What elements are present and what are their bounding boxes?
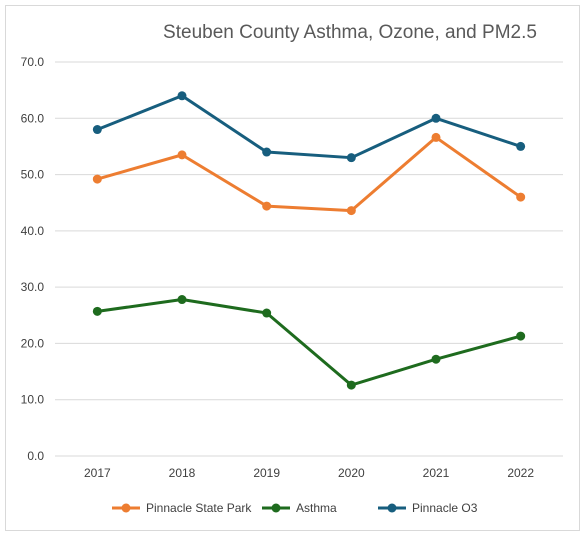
data-point [346,380,356,390]
y-tick-label: 40.0 [21,224,45,238]
data-point [92,125,102,135]
y-tick-label: 0.0 [27,449,44,463]
legend: Pinnacle State Park Asthma Pinnacle O3 [112,501,478,515]
legend-swatch-marker [387,503,397,513]
data-point [262,201,272,211]
series-line [95,135,523,213]
data-point [262,147,272,157]
legend-item: Pinnacle State Park [112,501,252,515]
series-lines [92,91,526,390]
legend-item: Pinnacle O3 [378,501,478,515]
y-tick-label: 50.0 [21,168,45,182]
data-point [177,91,187,101]
legend-label: Pinnacle State Park [146,501,252,515]
series-pinnacle-state-park [92,132,526,216]
series-line [95,298,523,387]
chart-title: Steuben County Asthma, Ozone, and PM2.5 [163,22,537,43]
x-tick-label: 2020 [338,466,365,480]
legend-item: Asthma [262,501,337,515]
legend-swatch-marker [271,503,281,513]
x-axis-tick-labels: 2017 2018 2019 2020 2021 2022 [84,466,534,480]
legend-swatch-marker [121,503,131,513]
data-point [92,306,102,316]
y-tick-label: 70.0 [21,55,45,69]
data-point [431,132,441,142]
y-tick-label: 60.0 [21,111,45,125]
x-tick-label: 2017 [84,466,111,480]
x-tick-label: 2021 [423,466,450,480]
series-asthma [92,295,526,390]
chart-frame [5,5,580,531]
gridlines [55,61,563,457]
y-axis-tick-labels: 0.0 10.0 20.0 30.0 40.0 50.0 60.0 70.0 [21,55,45,463]
x-tick-label: 2019 [253,466,280,480]
data-point [516,331,526,341]
y-tick-label: 30.0 [21,280,45,294]
data-point [431,354,441,364]
data-point [262,308,272,318]
series-line [95,94,523,160]
data-point [516,141,526,151]
data-point [346,153,356,163]
data-point [346,206,356,216]
y-tick-label: 10.0 [21,393,45,407]
legend-label: Asthma [296,501,337,515]
legend-label: Pinnacle O3 [412,501,478,515]
data-point [92,174,102,184]
data-point [431,113,441,123]
y-tick-label: 20.0 [21,336,45,350]
data-point [516,192,526,202]
x-tick-label: 2022 [507,466,534,480]
data-point [177,150,187,160]
data-point [177,295,187,305]
x-tick-label: 2018 [169,466,196,480]
series-pinnacle-o3 [92,91,526,163]
